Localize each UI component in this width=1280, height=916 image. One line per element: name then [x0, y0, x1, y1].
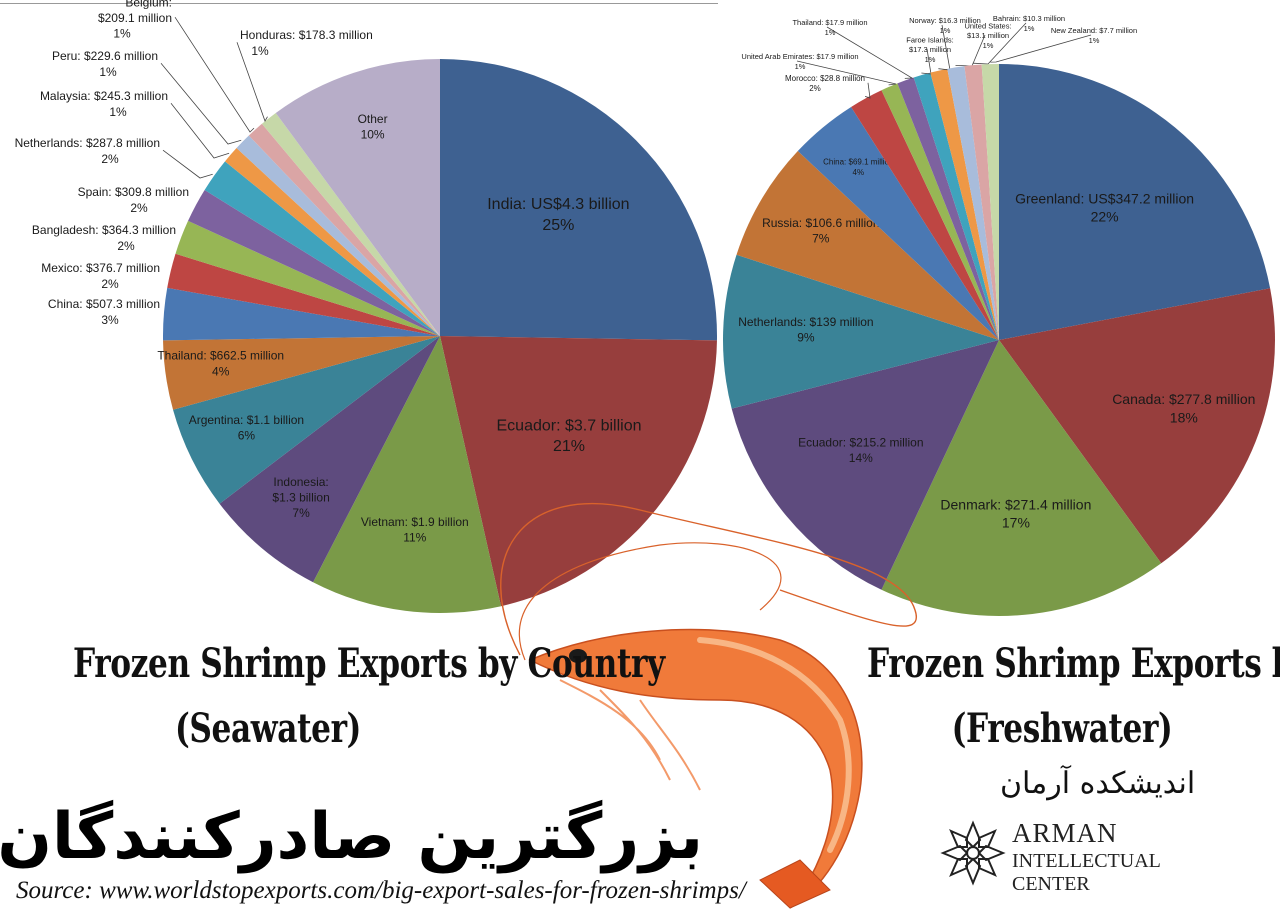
pie-slice-greenland — [999, 64, 1271, 340]
slice-label-china: China: $69.1 million 4% — [823, 158, 893, 177]
pie-slice-argentina — [173, 336, 440, 504]
pie-slice-india — [440, 59, 718, 341]
slice-label-india: India: US$4.3 billion 25% — [487, 196, 629, 234]
pie-slice-russia — [736, 151, 999, 340]
pie-slice-new-zealand — [981, 63, 999, 340]
pie-slice-bangladesh — [175, 220, 441, 336]
leader-line-belgium — [174, 16, 255, 133]
pie-chart-freshwater: Greenland: US$347.2 million 22% Canada: $2… — [722, 14, 1275, 617]
pie-slice-vietnam — [313, 336, 502, 613]
pie-slice-mexico — [167, 253, 440, 336]
pie-slice-honduras — [261, 112, 440, 336]
pie-slice-canada — [999, 288, 1275, 564]
slice-label-mexico: Mexico: $376.7 million 2% — [41, 261, 160, 291]
pie-chart-seawater: India: US$4.3 billion 25% Ecuador: $3.7 bi… — [15, 0, 718, 613]
persian-headline: بزرگترین صادرکنندگان میگو جهان — [0, 800, 703, 874]
pie-slice-thailand — [897, 77, 999, 340]
slice-label-honduras: Honduras: $178.3 million 1% — [240, 28, 373, 58]
pie-slice-malaysia — [225, 148, 440, 336]
leader-line-thailand — [826, 26, 914, 79]
pie-slice-china — [162, 287, 440, 341]
slice-label-denmark: Denmark: $271.4 million 17% — [940, 497, 1091, 531]
pie-slice-indonesia — [219, 336, 440, 583]
slice-label-greenland: Greenland: US$347.2 million 22% — [1015, 190, 1194, 224]
pie-slice-china — [797, 106, 999, 340]
top-divider — [0, 3, 718, 4]
pie-slice-netherlands — [722, 254, 999, 409]
freshwater-title-line1: Frozen Shrimp Exports by Country — [867, 640, 1280, 687]
shrimp-illustration — [500, 502, 917, 909]
slice-label-china: China: $507.3 million 3% — [48, 297, 160, 327]
leader-line-new-zealand — [990, 34, 1092, 63]
logo-line1: ARMAN — [1012, 818, 1118, 848]
slice-label-vietnam: Vietnam: $1.9 billion 11% — [361, 515, 469, 545]
pie-slice-other — [275, 58, 440, 336]
pie-slice-faroe-islands — [913, 72, 999, 341]
slice-label-spain: Spain: $309.8 million 2% — [78, 185, 189, 215]
slice-label-united-arab-emirates: United Arab Emirates: $17.9 million 1% — [741, 52, 858, 71]
slice-label-other: Other 10% — [358, 112, 388, 142]
slice-label-indonesia: Indonesia: $1.3 billion 7% — [272, 475, 329, 520]
seawater-title-line2: (Seawater) — [174, 705, 362, 752]
leader-line-netherlands — [162, 149, 213, 179]
pie-slice-united-states — [947, 66, 999, 341]
slice-label-peru: Peru: $229.6 million 1% — [52, 49, 158, 79]
logo-line2: INTELLECTUAL — [1012, 850, 1161, 872]
pie-slice-thailand — [163, 336, 440, 410]
slice-label-new-zealand: New Zealand: $7.7 million 1% — [1051, 26, 1137, 45]
logo-persian-text: اندیشکده آرمان — [1000, 766, 1196, 801]
leader-line-peru — [160, 62, 242, 145]
leader-line-morocco — [864, 82, 871, 99]
pie-slice-netherlands — [204, 161, 440, 336]
leader-line-honduras — [236, 42, 268, 122]
slice-label-norway: Norway: $16.3 million 1% — [909, 16, 981, 35]
pie-slice-ecuador — [731, 340, 999, 590]
slice-label-bahrain: Bahrain: $10.3 million 1% — [993, 14, 1065, 33]
pie-slice-bahrain — [964, 64, 999, 340]
slice-label-ecuador: Ecuador: $215.2 million 14% — [798, 436, 923, 466]
slice-label-netherlands: Netherlands: $139 million 9% — [738, 315, 873, 345]
logo-flower-icon — [940, 820, 1006, 886]
slice-label-thailand: Thailand: $662.5 million 4% — [157, 349, 284, 379]
slice-label-bangladesh: Bangladesh: $364.3 million 2% — [32, 223, 176, 253]
source-note: Source: www.worldstopexports.com/big-exp… — [16, 877, 746, 904]
pie-slice-morocco — [851, 90, 999, 341]
slice-label-ecuador: Ecuador: $3.7 billion 21% — [497, 417, 642, 455]
slice-label-russia: Russia: $106.6 million 7% — [762, 216, 879, 246]
pie-slice-denmark — [881, 340, 1162, 617]
pie-slice-peru — [236, 135, 440, 336]
pie-slice-belgium — [248, 123, 440, 336]
leader-line-bahrain — [972, 22, 1027, 65]
seawater-title-line1: Frozen Shrimp Exports by Country — [73, 640, 665, 687]
slice-label-canada: Canada: $277.8 million 18% — [1112, 391, 1255, 425]
logo-line3: CENTER — [1012, 873, 1090, 895]
slice-label-united-states: United States: $13.1 million 1% — [964, 21, 1011, 50]
slice-label-argentina: Argentina: $1.1 billion 6% — [189, 413, 304, 443]
pie-slice-ecuador — [440, 336, 717, 607]
slice-label-malaysia: Malaysia: $245.3 million 1% — [40, 89, 168, 119]
pie-slice-united-arab-emirates — [881, 83, 999, 340]
freshwater-title-line2: (Freshwater) — [951, 705, 1173, 752]
leader-line-malaysia — [170, 102, 230, 159]
slice-label-morocco: Morocco: $28.8 million 2% — [785, 74, 865, 93]
leader-line-united-arab-emirates — [796, 60, 897, 86]
slice-label-belgium: Belgium: $209.1 million 1% — [98, 0, 172, 41]
slice-label-thailand: Thailand: $17.9 million 1% — [792, 18, 867, 37]
slice-label-faroe-islands: Faroe Islands: $17.3 million 1% — [906, 35, 954, 64]
pie-slice-norway — [930, 68, 999, 340]
slice-label-netherlands: Netherlands: $287.8 million 2% — [15, 136, 160, 166]
pie-slice-spain — [188, 189, 440, 336]
